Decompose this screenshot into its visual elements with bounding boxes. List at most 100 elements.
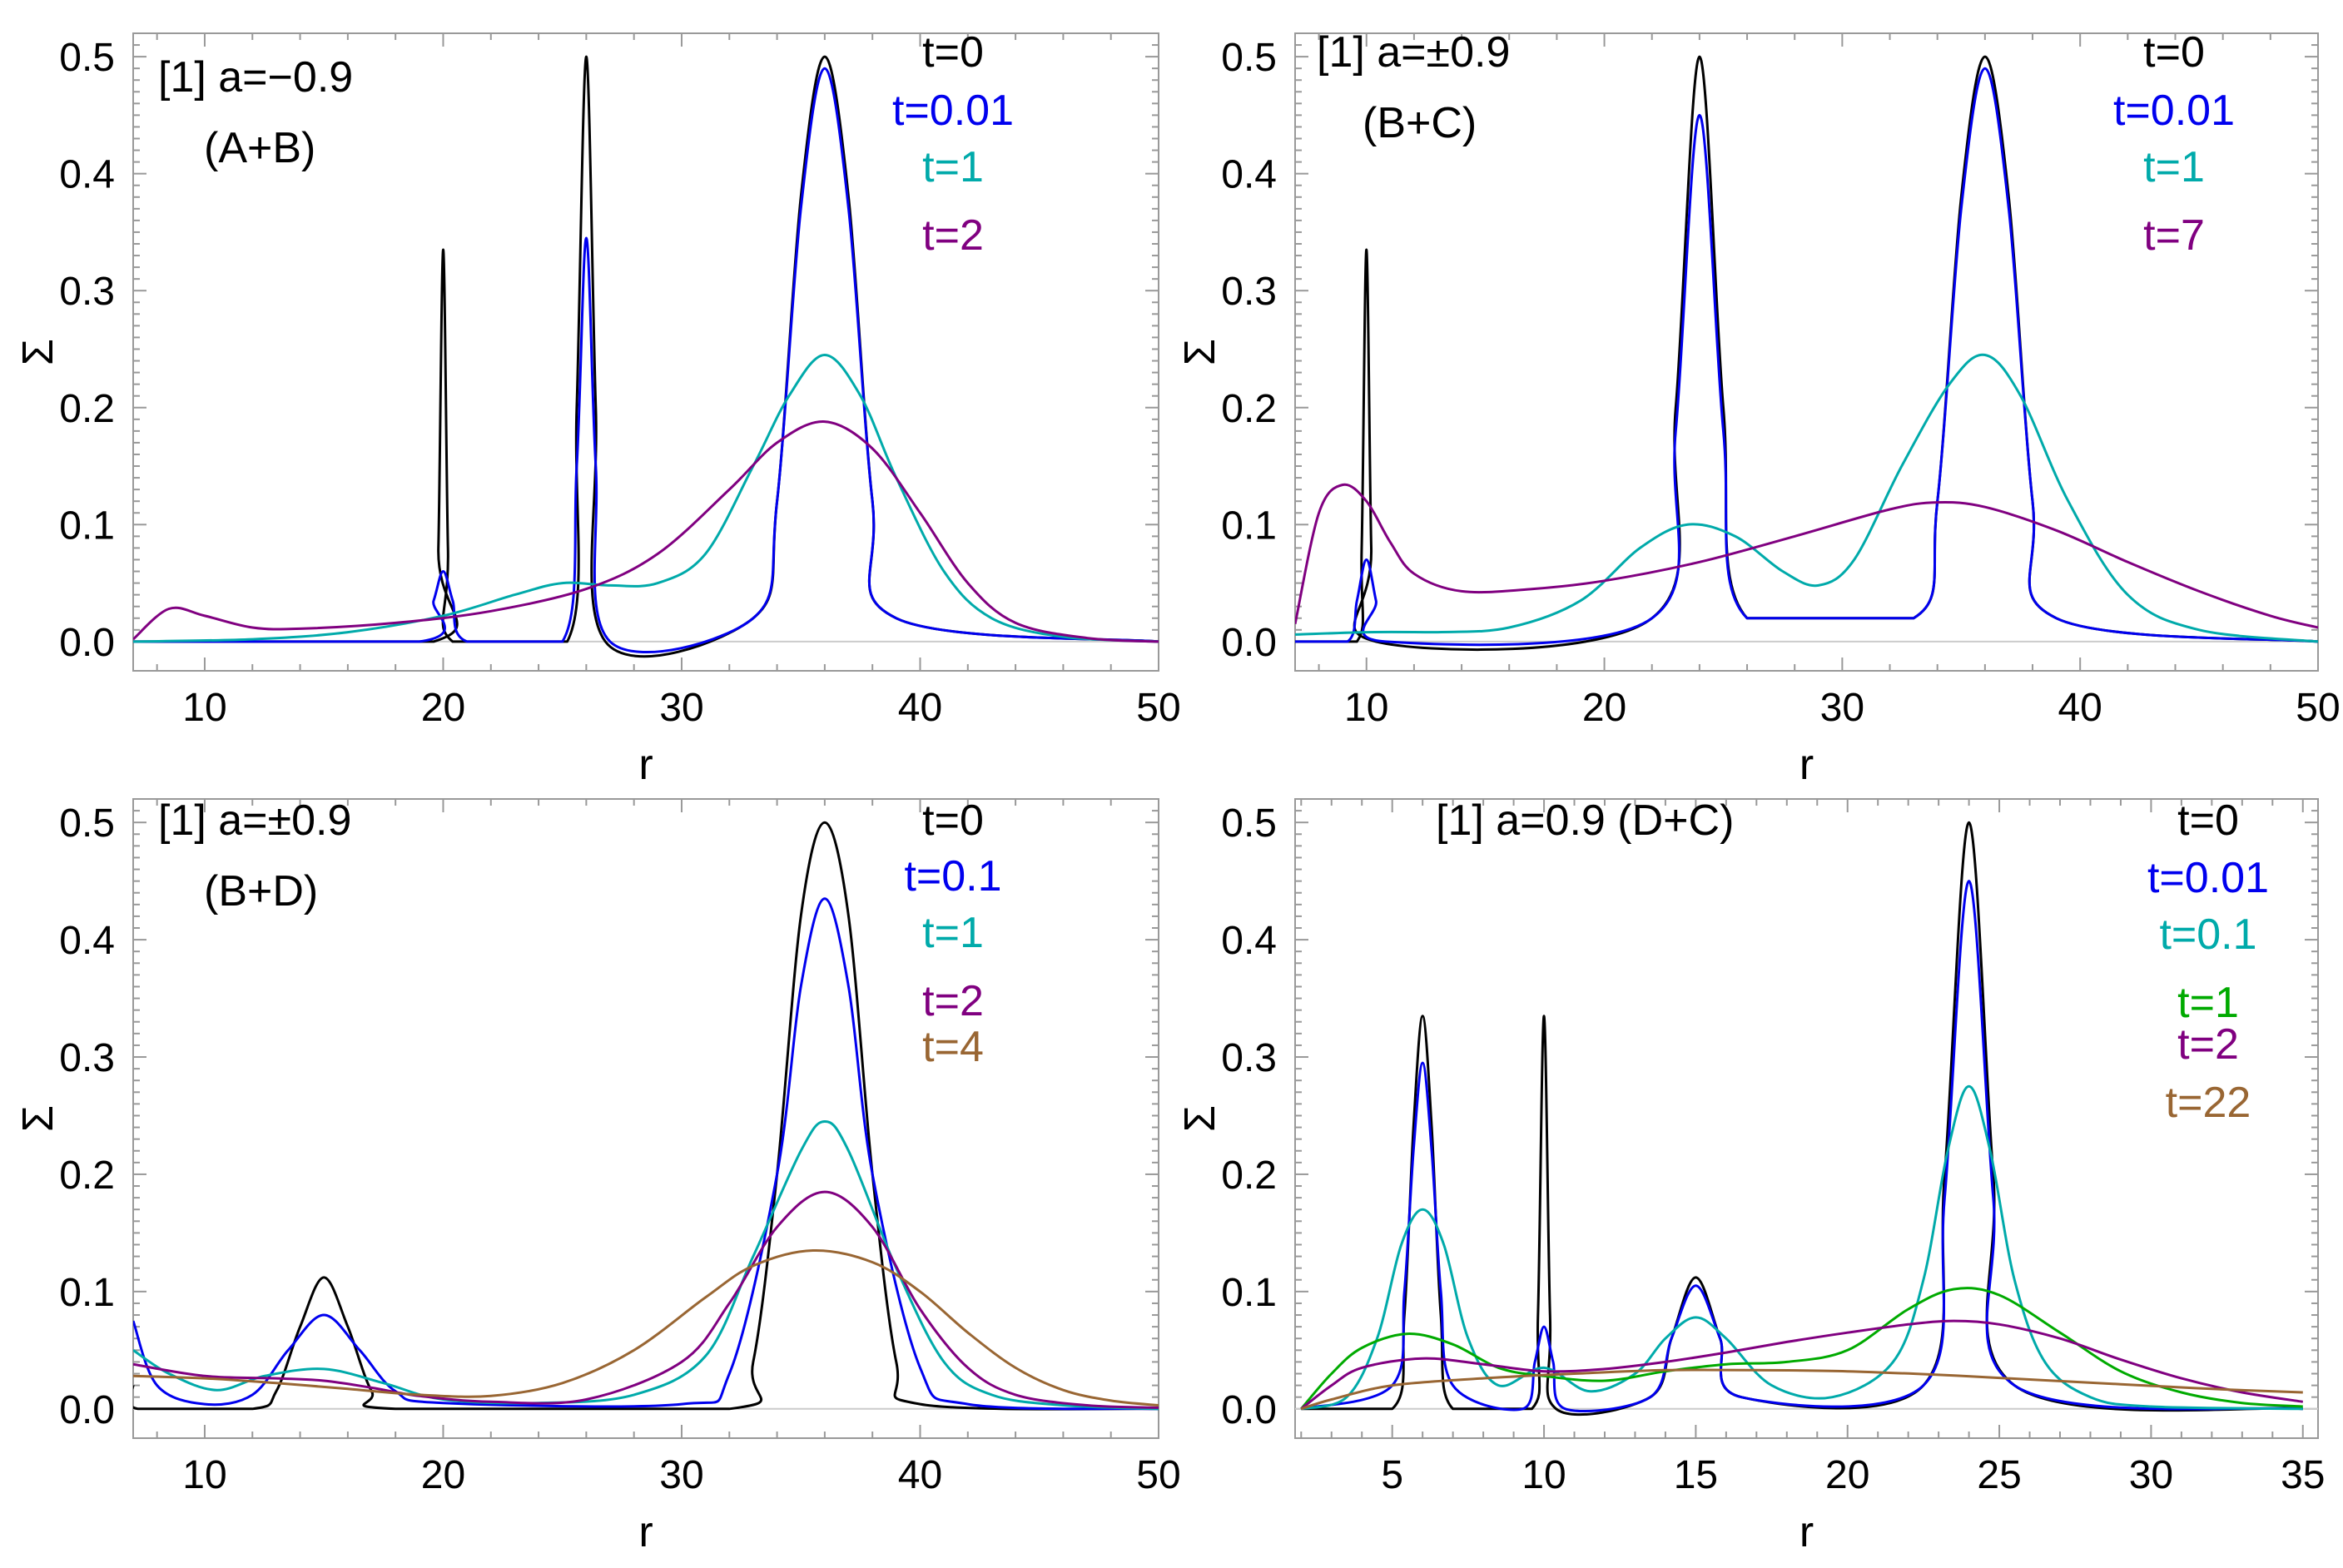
x-tick-label: 50 bbox=[1136, 1453, 1180, 1497]
series-line-t0 bbox=[133, 821, 1159, 1411]
legend-entry: t=1 bbox=[922, 909, 984, 957]
y-tick-label: 0.3 bbox=[1221, 1036, 1277, 1080]
legend-entry: t=0 bbox=[922, 796, 984, 845]
chart-panel-2: 10 20 30 40 50 0.0 0.1 0.2 0.3 0.4 0.5 r Σ [1] a=±0.9… bbox=[1176, 28, 2341, 789]
y-tick-label: 0.0 bbox=[1221, 1388, 1277, 1432]
y-tick-label: 0.5 bbox=[59, 801, 115, 846]
chart-panel-4: 5 10 15 20 25 30 35 0.0 0.1 0.2 0.3 0.4 0.5 r Σ [1] a=0… bbox=[1176, 796, 2325, 1556]
x-axis-label: r bbox=[1799, 1508, 1814, 1556]
x-tick-label: 50 bbox=[1136, 686, 1180, 730]
y-tick-label: 0.1 bbox=[1221, 1271, 1277, 1315]
series-line-t7 bbox=[1295, 483, 2318, 629]
series-line-t2 bbox=[133, 1190, 1159, 1409]
series-line-t1 bbox=[1295, 353, 2318, 643]
y-tick-label: 0.1 bbox=[59, 504, 115, 548]
x-tick-label: 10 bbox=[182, 686, 226, 730]
panel-title: [1] a=0.9 (D+C) bbox=[1436, 796, 1734, 845]
x-tick-label: 10 bbox=[1521, 1453, 1566, 1497]
series-line-t1 bbox=[133, 354, 1159, 643]
chart-panel-1: 10 20 30 40 50 0.0 0.1 0.2 0.3 0.4 0.5 r Σ [1] a=−0.9… bbox=[14, 28, 1181, 789]
legend-entry: t=1 bbox=[2143, 143, 2205, 191]
x-tick-label: 10 bbox=[1344, 686, 1388, 730]
y-tick-label: 0.0 bbox=[59, 621, 115, 665]
y-tick-label: 0.0 bbox=[59, 1388, 115, 1432]
y-tick-label: 0.5 bbox=[1221, 801, 1277, 846]
series-line-t0.01 bbox=[1295, 67, 2318, 647]
x-tick-label: 30 bbox=[659, 1453, 703, 1497]
legend-entry: t=4 bbox=[922, 1023, 984, 1071]
x-tick-label: 20 bbox=[421, 1453, 465, 1497]
panel-title: [1] a=±0.9 bbox=[1317, 28, 1510, 77]
y-tick-label: 0.4 bbox=[1221, 919, 1277, 963]
y-axis-label: Σ bbox=[14, 339, 62, 365]
legend-entry: t=2 bbox=[922, 977, 984, 1025]
y-tick-label: 0.2 bbox=[59, 387, 115, 431]
legend-entry: t=0 bbox=[2143, 28, 2205, 77]
x-tick-label: 15 bbox=[1674, 1453, 1718, 1497]
panel-title: [1] a=−0.9 bbox=[158, 53, 353, 102]
panel-subtitle: (B+D) bbox=[204, 867, 318, 915]
x-axis-label: r bbox=[1799, 741, 1814, 789]
panel-subtitle: (B+C) bbox=[1363, 99, 1477, 147]
y-tick-label: 0.2 bbox=[1221, 1154, 1277, 1198]
series-line-t1 bbox=[133, 1120, 1159, 1411]
series-line-t22 bbox=[1300, 1368, 2303, 1411]
x-tick-label: 10 bbox=[182, 1453, 226, 1497]
y-tick-label: 0.2 bbox=[1221, 387, 1277, 431]
y-tick-label: 0.3 bbox=[59, 270, 115, 314]
legend-entry: t=2 bbox=[922, 211, 984, 260]
series-line-t4 bbox=[133, 1248, 1159, 1407]
x-tick-label: 40 bbox=[898, 686, 942, 730]
legend-entry: t=7 bbox=[2143, 211, 2205, 260]
x-tick-label: 40 bbox=[2058, 686, 2102, 730]
series-line-t1 bbox=[1300, 1287, 2303, 1410]
y-tick-label: 0.2 bbox=[59, 1154, 115, 1198]
y-tick-label: 0.1 bbox=[59, 1271, 115, 1315]
y-axis-label: Σ bbox=[1176, 339, 1224, 365]
x-tick-label: 25 bbox=[1977, 1453, 2021, 1497]
x-tick-label: 50 bbox=[2296, 686, 2340, 730]
y-tick-label: 0.4 bbox=[59, 153, 115, 197]
legend-entry: t=0.1 bbox=[2159, 911, 2256, 959]
y-tick-label: 0.4 bbox=[59, 919, 115, 963]
y-tick-label: 0.3 bbox=[1221, 270, 1277, 314]
series-line-t2 bbox=[133, 420, 1159, 643]
plot-frame bbox=[1294, 32, 2319, 672]
legend-entry: t=2 bbox=[2177, 1020, 2239, 1069]
x-tick-label: 20 bbox=[1582, 686, 1626, 730]
chart-panel-3: 10 20 30 40 50 0.0 0.1 0.2 0.3 0.4 0.5 r Σ [1] a=±0.9… bbox=[14, 796, 1181, 1556]
x-tick-label: 20 bbox=[421, 686, 465, 730]
y-tick-label: 0.5 bbox=[59, 36, 115, 80]
plot-frame bbox=[132, 32, 1159, 672]
series-line-t0.01 bbox=[1300, 880, 2303, 1413]
legend-entry: t=0.01 bbox=[2113, 87, 2235, 135]
x-tick-label: 40 bbox=[898, 1453, 942, 1497]
y-axis-label: Σ bbox=[1176, 1105, 1224, 1132]
series-line-t0 bbox=[1301, 821, 2303, 1417]
x-axis-label: r bbox=[638, 1508, 653, 1556]
y-axis-label: Σ bbox=[14, 1105, 62, 1132]
legend-entry: t=22 bbox=[2166, 1079, 2251, 1127]
y-tick-label: 0.0 bbox=[1221, 621, 1277, 665]
x-tick-label: 35 bbox=[2281, 1453, 2325, 1497]
y-tick-label: 0.5 bbox=[1221, 36, 1277, 80]
y-tick-label: 0.3 bbox=[59, 1036, 115, 1080]
x-tick-label: 30 bbox=[1820, 686, 1864, 730]
x-axis-label: r bbox=[638, 741, 653, 789]
plot-frame bbox=[1294, 798, 2319, 1439]
legend-entry: t=0.01 bbox=[2147, 854, 2269, 902]
y-tick-label: 0.4 bbox=[1221, 153, 1277, 197]
x-tick-label: 30 bbox=[2129, 1453, 2173, 1497]
legend-entry: t=0.01 bbox=[892, 87, 1014, 135]
series-line-t0.01 bbox=[133, 67, 1159, 653]
legend-entry: t=0 bbox=[2177, 796, 2239, 845]
y-tick-label: 0.1 bbox=[1221, 504, 1277, 548]
x-tick-label: 5 bbox=[1381, 1453, 1403, 1497]
panel-subtitle: (A+B) bbox=[204, 124, 315, 172]
legend-entry: t=1 bbox=[2177, 979, 2239, 1027]
x-tick-label: 30 bbox=[659, 686, 703, 730]
panel-title: [1] a=±0.9 bbox=[158, 796, 351, 845]
legend-entry: t=1 bbox=[922, 143, 984, 191]
